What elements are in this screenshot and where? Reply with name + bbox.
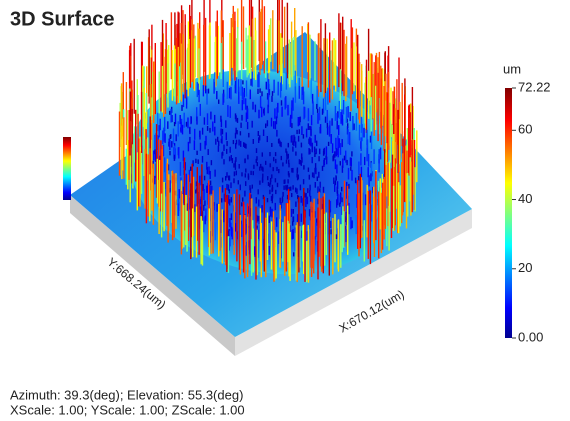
colorbar-tick-label: 40 [518,191,532,206]
plate-side [235,209,472,356]
plate-side [70,195,235,356]
colorbar-tick-label: 60 [518,122,532,137]
annotation: XScale: 1.00; YScale: 1.00; ZScale: 1.00 [10,402,245,417]
colorbar-ticks: 0.00 20 40 60 72.22 [512,79,551,344]
colorbar-unit: um [503,61,521,76]
colorbar-tick-label: 0.00 [518,329,543,344]
colorbar-tick-label: 72.22 [518,79,551,94]
chart-title: 3D Surface [10,8,115,30]
annotation: Azimuth: 39.3(deg); Elevation: 55.3(deg) [10,387,243,402]
colorbar-tick-label: 20 [518,260,532,275]
colorbar [505,88,512,338]
surface [118,0,418,283]
mini-colorbar [63,137,71,200]
